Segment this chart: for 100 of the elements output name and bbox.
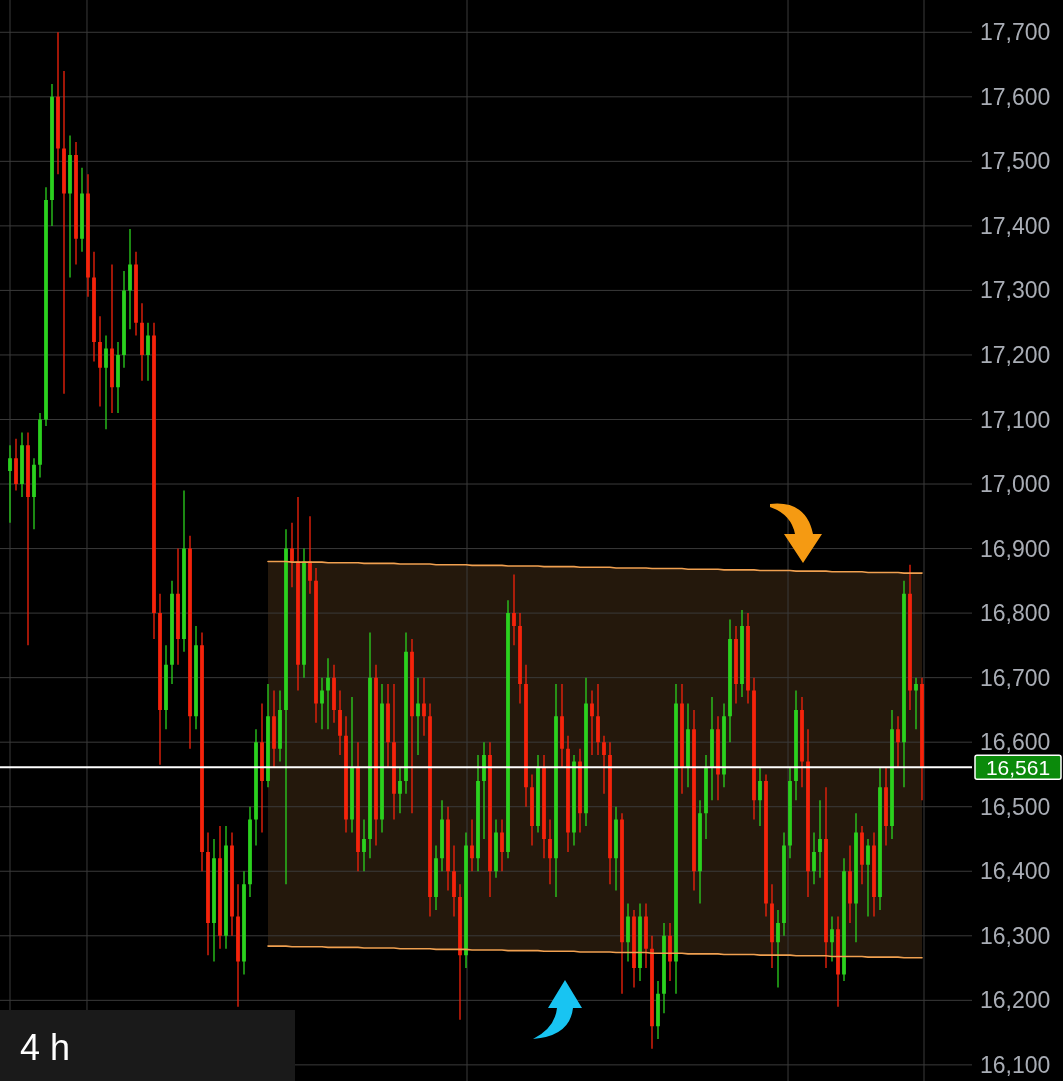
candlestick — [416, 677, 420, 756]
candlestick — [518, 613, 522, 704]
candlestick — [68, 135, 72, 278]
candlestick — [740, 609, 744, 697]
y-tick-label: 17,100 — [980, 406, 1051, 433]
candlestick — [26, 432, 30, 646]
candlestick — [20, 432, 24, 497]
candlestick — [188, 535, 192, 749]
candlestick — [506, 600, 510, 859]
candlestick — [842, 858, 846, 981]
candlestick — [344, 716, 348, 833]
candlestick — [896, 716, 900, 768]
candlestick — [434, 845, 438, 910]
candlestick — [404, 632, 408, 794]
candlestick — [560, 684, 564, 768]
candlestick — [674, 684, 678, 994]
candlestick — [680, 684, 684, 794]
candlestick — [104, 335, 108, 430]
y-tick-label: 16,300 — [980, 922, 1051, 949]
candlestick — [440, 800, 444, 872]
candlestick — [134, 251, 138, 336]
candlestick — [74, 141, 78, 265]
candlestick — [410, 638, 414, 814]
y-tick-label: 16,200 — [980, 987, 1051, 1014]
candlestick — [590, 690, 594, 756]
candlestick — [116, 342, 120, 414]
candlestick — [254, 729, 258, 846]
candlestick — [722, 703, 726, 788]
candlestick — [266, 684, 270, 788]
candlestick — [362, 819, 366, 872]
candlestick — [212, 838, 216, 962]
candlestick — [542, 755, 546, 859]
candlestick — [38, 413, 42, 478]
candlestick — [224, 826, 228, 949]
y-tick-label: 17,000 — [980, 471, 1051, 498]
candlestick — [800, 697, 804, 788]
candlestick — [752, 677, 756, 820]
candlestick — [290, 522, 294, 588]
candlestick — [92, 251, 96, 362]
candlestick — [644, 903, 648, 969]
candlestick — [260, 703, 264, 833]
y-tick-label: 17,700 — [980, 19, 1051, 46]
candlestick — [524, 664, 528, 807]
candlestick — [446, 806, 450, 891]
candlestick — [80, 167, 84, 252]
candlestick — [656, 980, 660, 1040]
candlestick — [182, 490, 186, 652]
candlestick — [686, 703, 690, 788]
candlestick — [866, 838, 870, 917]
candlestick — [350, 697, 354, 833]
candlestick — [704, 755, 708, 839]
candlestick — [566, 735, 570, 852]
candlestick — [716, 716, 720, 801]
y-tick-label: 16,900 — [980, 535, 1051, 562]
candlestick — [452, 845, 456, 917]
candlestick — [668, 922, 672, 981]
candlestick — [314, 567, 318, 723]
candlestick — [242, 871, 246, 975]
candlestick — [338, 690, 342, 756]
candlestick — [422, 677, 426, 736]
candlestick — [806, 729, 810, 898]
candlestick — [86, 174, 90, 297]
candlestick — [884, 767, 888, 846]
y-tick-label: 17,400 — [980, 212, 1051, 239]
y-tick-label: 16,400 — [980, 858, 1051, 885]
candlestick — [14, 438, 18, 491]
candlestick — [494, 819, 498, 878]
candlestick — [464, 832, 468, 969]
candlestick — [878, 767, 882, 910]
candlestick — [818, 800, 822, 878]
candlestick — [764, 774, 768, 917]
candlestick — [194, 626, 198, 730]
candlestick — [170, 580, 174, 685]
candlestick — [122, 271, 126, 368]
candlestick — [152, 322, 156, 639]
candlestick — [332, 664, 336, 723]
candlestick — [302, 548, 306, 678]
candlestick — [728, 619, 732, 743]
candlestick — [548, 819, 552, 885]
candlestick — [836, 916, 840, 1007]
candlestick — [248, 806, 252, 898]
candlestick — [206, 832, 210, 956]
candlestick — [230, 832, 234, 936]
candlestick — [488, 742, 492, 898]
candlestick — [794, 690, 798, 801]
candlestick — [44, 187, 48, 426]
candlestick — [848, 845, 852, 923]
candlestick — [482, 742, 486, 839]
candlestick — [374, 664, 378, 846]
candlestick — [572, 755, 576, 846]
candlestick — [8, 445, 12, 523]
ref-line-label: 16,561 — [985, 755, 1051, 779]
y-tick-label: 17,200 — [980, 342, 1051, 369]
candlestick — [770, 884, 774, 969]
candlestick — [632, 909, 636, 988]
candlestick — [368, 632, 372, 859]
candlestick — [872, 832, 876, 917]
candlestick — [710, 697, 714, 801]
candlestick — [236, 884, 240, 1007]
candlestick — [608, 742, 612, 885]
